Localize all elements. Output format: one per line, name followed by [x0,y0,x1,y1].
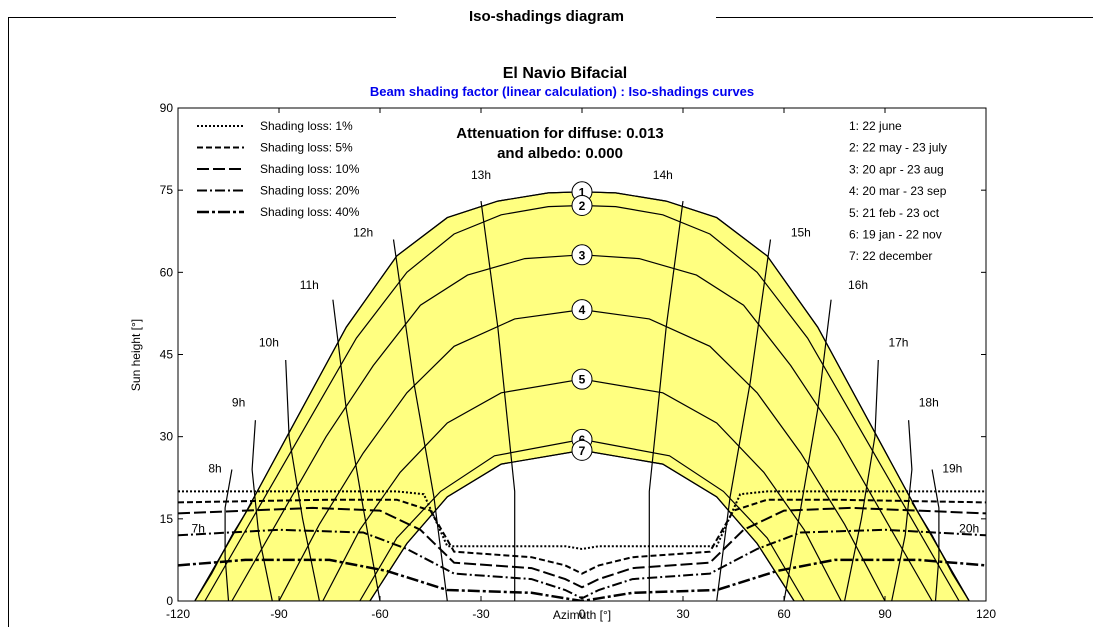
iso-shading-curve [178,490,986,551]
date-marker-label: 4 [579,303,586,317]
y-tick-label: 30 [160,430,174,444]
y-tick-label: 75 [160,183,174,197]
date-legend-entry: 3: 20 apr - 23 aug [849,162,944,176]
date-legend: 1: 22 june 2: 22 may - 23 july 3: 20 apr -… [849,119,947,263]
x-tick-label: 60 [777,607,791,621]
hour-line [783,299,832,601]
hour-label: 14h [653,168,673,182]
hour-label: 16h [848,278,868,292]
date-legend-entry: 1: 22 june [849,119,902,133]
date-marker [571,299,593,321]
hour-label: 19h [942,461,962,475]
hour-label: 15h [791,226,811,240]
hour-label: 18h [919,396,939,410]
date-legend-entry: 7: 22 december [849,249,932,263]
hour-line [931,469,940,601]
diffuse-annotation: Attenuation for diffuse: 0.013 and albed… [456,125,664,162]
hour-label: 8h [208,461,221,475]
date-marker [571,439,593,461]
hour-label: 11h [300,278,319,292]
date-legend-entry: 4: 20 mar - 23 sep [849,184,947,198]
hour-label: 7h [192,522,205,536]
x-tick-label: 90 [878,607,892,621]
date-marker-label: 7 [579,444,586,458]
shading-loss-legend: Shading loss: 1% Shading loss: 5% Shading … [197,119,360,219]
date-marker-label: 2 [579,199,586,213]
y-tick-label: 60 [160,265,174,279]
y-tick-label: 15 [160,512,174,526]
frame-top-right [716,17,1093,18]
legend-entry: Shading loss: 40% [260,205,360,219]
date-legend-entry: 6: 19 jan - 22 nov [849,228,942,242]
hour-label: 13h [471,168,491,182]
hour-line [194,502,253,601]
annotation-line: and albedo: 0.000 [497,145,623,162]
hour-line [480,201,516,601]
panel-title: Iso-shadings diagram [468,8,625,25]
frame-left [8,17,9,627]
legend-entry: Shading loss: 20% [260,184,360,198]
y-axis-label: Sun height [°] [129,319,143,391]
date-legend-entry: 5: 21 feb - 23 oct [849,206,940,220]
y-tick-label: 90 [160,101,174,115]
date-marker [571,195,593,217]
date-marker-label: 1 [579,185,586,199]
date-marker [571,244,593,266]
hour-label: 9h [232,396,245,410]
frame-top-left [8,17,396,18]
iso-shading-curve [178,506,986,589]
date-legend-entry: 2: 22 may - 23 july [849,141,947,155]
hour-line [224,469,233,601]
iso-shading-curve [178,558,986,601]
hour-line [251,420,273,601]
hour-label: 17h [888,335,908,349]
x-tick-label: -120 [166,607,190,621]
chart-subtitle: Beam shading factor (linear calculation)… [370,84,754,99]
hour-label: 10h [259,335,279,349]
x-tick-label: 30 [676,607,690,621]
hour-line [332,299,381,601]
x-tick-label: 0 [579,607,586,621]
plot-content: 12345677h8h9h10h11h12h13h14h15h16h17h18h… [178,168,986,601]
date-marker-label: 3 [579,248,586,262]
x-tick-label: -90 [270,607,288,621]
date-marker [571,368,593,390]
x-tick-label: -30 [472,607,490,621]
x-tick-label: -60 [371,607,389,621]
iso-shading-curve [178,498,986,575]
annotation-line: Attenuation for diffuse: 0.013 [456,125,664,142]
plot-area [178,191,986,601]
x-axis-label: Azimuth [°] [553,608,611,622]
x-tick-label: 120 [976,607,996,621]
chart-title: El Navio Bifacial [503,65,628,82]
date-marker-label: 5 [579,373,586,387]
legend-entry: Shading loss: 1% [260,119,353,133]
legend-entry: Shading loss: 10% [260,162,360,176]
legend-entry: Shading loss: 5% [260,141,353,155]
y-tick-label: 0 [166,594,173,608]
hour-line [891,420,913,601]
hour-label: 20h [959,522,979,536]
hour-line [844,359,879,601]
hour-label: 12h [353,226,373,240]
y-tick-label: 45 [160,348,174,362]
hour-line [911,502,970,601]
